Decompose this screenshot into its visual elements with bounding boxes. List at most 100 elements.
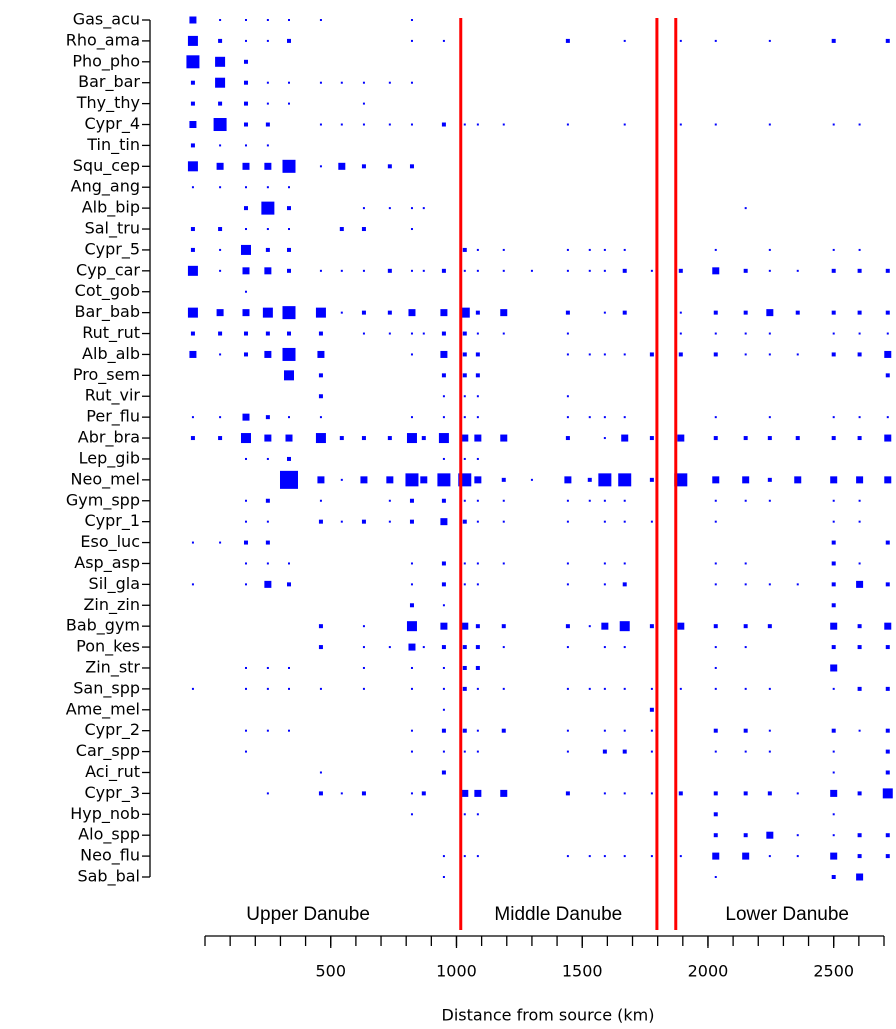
abundance-square (441, 331, 446, 336)
abundance-square (714, 520, 717, 523)
abundance-square (886, 416, 889, 419)
abundance-square (219, 144, 222, 147)
abundance-square (243, 206, 248, 211)
abundance-square (796, 353, 799, 356)
y-tick-label: Alo_spp (78, 825, 140, 845)
abundance-square (191, 541, 194, 544)
abundance-square (265, 540, 270, 545)
abundance-square (410, 583, 413, 586)
abundance-square (319, 81, 322, 84)
abundance-square (713, 812, 718, 817)
abundance-square (286, 247, 291, 252)
abundance-square (566, 562, 569, 565)
abundance-square (598, 473, 612, 487)
abundance-square (279, 470, 298, 489)
abundance-square (442, 855, 445, 858)
x-tick-label: 2000 (688, 962, 729, 981)
abundance-square (266, 186, 269, 189)
abundance-square (830, 664, 838, 672)
abundance-square (476, 750, 479, 753)
abundance-square (318, 624, 323, 629)
abundance-square (832, 750, 835, 753)
abundance-square (603, 646, 606, 649)
abundance-square (649, 624, 654, 629)
abundance-square (566, 248, 569, 251)
abundance-square (287, 228, 290, 231)
abundance-square (743, 268, 748, 273)
abundance-square (832, 520, 835, 523)
y-tick-label: Bar_bar (78, 72, 140, 92)
abundance-square (266, 792, 269, 795)
abundance-square (462, 373, 467, 378)
abundance-square (244, 666, 247, 669)
abundance-square (442, 750, 445, 753)
y-tick-label: Rho_ama (66, 30, 140, 50)
abundance-square (566, 687, 569, 690)
abundance-square (831, 875, 836, 879)
y-tick-label: Alb_bip (82, 198, 140, 218)
abundance-square (362, 646, 365, 649)
abundance-square (713, 436, 718, 441)
abundance-square (500, 789, 508, 797)
y-tick-label: Pro_sem (73, 365, 140, 385)
abundance-square (244, 687, 247, 690)
abundance-square (744, 687, 747, 690)
abundance-square (857, 854, 862, 859)
abundance-square (339, 227, 344, 232)
abundance-square (243, 331, 248, 336)
y-tick-label: Rut_vir (85, 386, 141, 406)
abundance-square (410, 416, 413, 419)
abundance-square (282, 306, 296, 320)
abundance-square (244, 729, 247, 732)
abundance-square (442, 39, 445, 42)
abundance-square (623, 39, 626, 42)
abundance-square (856, 580, 864, 588)
abundance-square (422, 332, 425, 335)
abundance-square (189, 350, 197, 358)
abundance-square (743, 436, 748, 441)
abundance-square (795, 310, 800, 315)
abundance-square (744, 583, 747, 586)
abundance-square (714, 39, 717, 42)
abundance-square (476, 520, 479, 523)
abundance-square (588, 248, 591, 251)
abundance-square (388, 520, 391, 523)
abundance-square (566, 499, 569, 502)
abundance-square (441, 728, 446, 733)
abundance-square (266, 457, 269, 460)
abundance-square (679, 687, 682, 690)
abundance-square (463, 269, 466, 272)
abundance-square (830, 476, 838, 484)
abundance-square (885, 833, 890, 838)
abundance-square (678, 791, 683, 796)
abundance-square (884, 350, 892, 358)
abundance-square (441, 770, 446, 775)
abundance-square (744, 562, 747, 565)
abundance-square (713, 833, 718, 838)
abundance-square (440, 350, 448, 358)
y-tick-label: Cypr_3 (84, 783, 140, 803)
abundance-square (622, 749, 627, 754)
abundance-square (463, 416, 466, 419)
y-tick-label: Tin_tin (86, 135, 140, 155)
abundance-square (266, 666, 269, 669)
abundance-square (502, 248, 505, 251)
abundance-square (474, 434, 482, 442)
abundance-square (287, 562, 290, 565)
abundance-square (603, 729, 606, 732)
abundance-square (243, 101, 248, 106)
abundance-square (340, 478, 343, 481)
abundance-square (410, 269, 413, 272)
abundance-square (603, 792, 606, 795)
abundance-square (420, 476, 428, 484)
abundance-square (650, 269, 653, 272)
abundance-square (362, 269, 365, 272)
abundance-square (463, 583, 466, 586)
y-tick-label: Ang_ang (71, 177, 140, 197)
abundance-square (388, 81, 391, 84)
y-tick-label: Car_spp (76, 741, 140, 761)
abundance-square (287, 81, 290, 84)
abundance-square (361, 164, 366, 169)
x-tick-label: 1500 (562, 962, 603, 981)
abundance-square (475, 645, 480, 650)
